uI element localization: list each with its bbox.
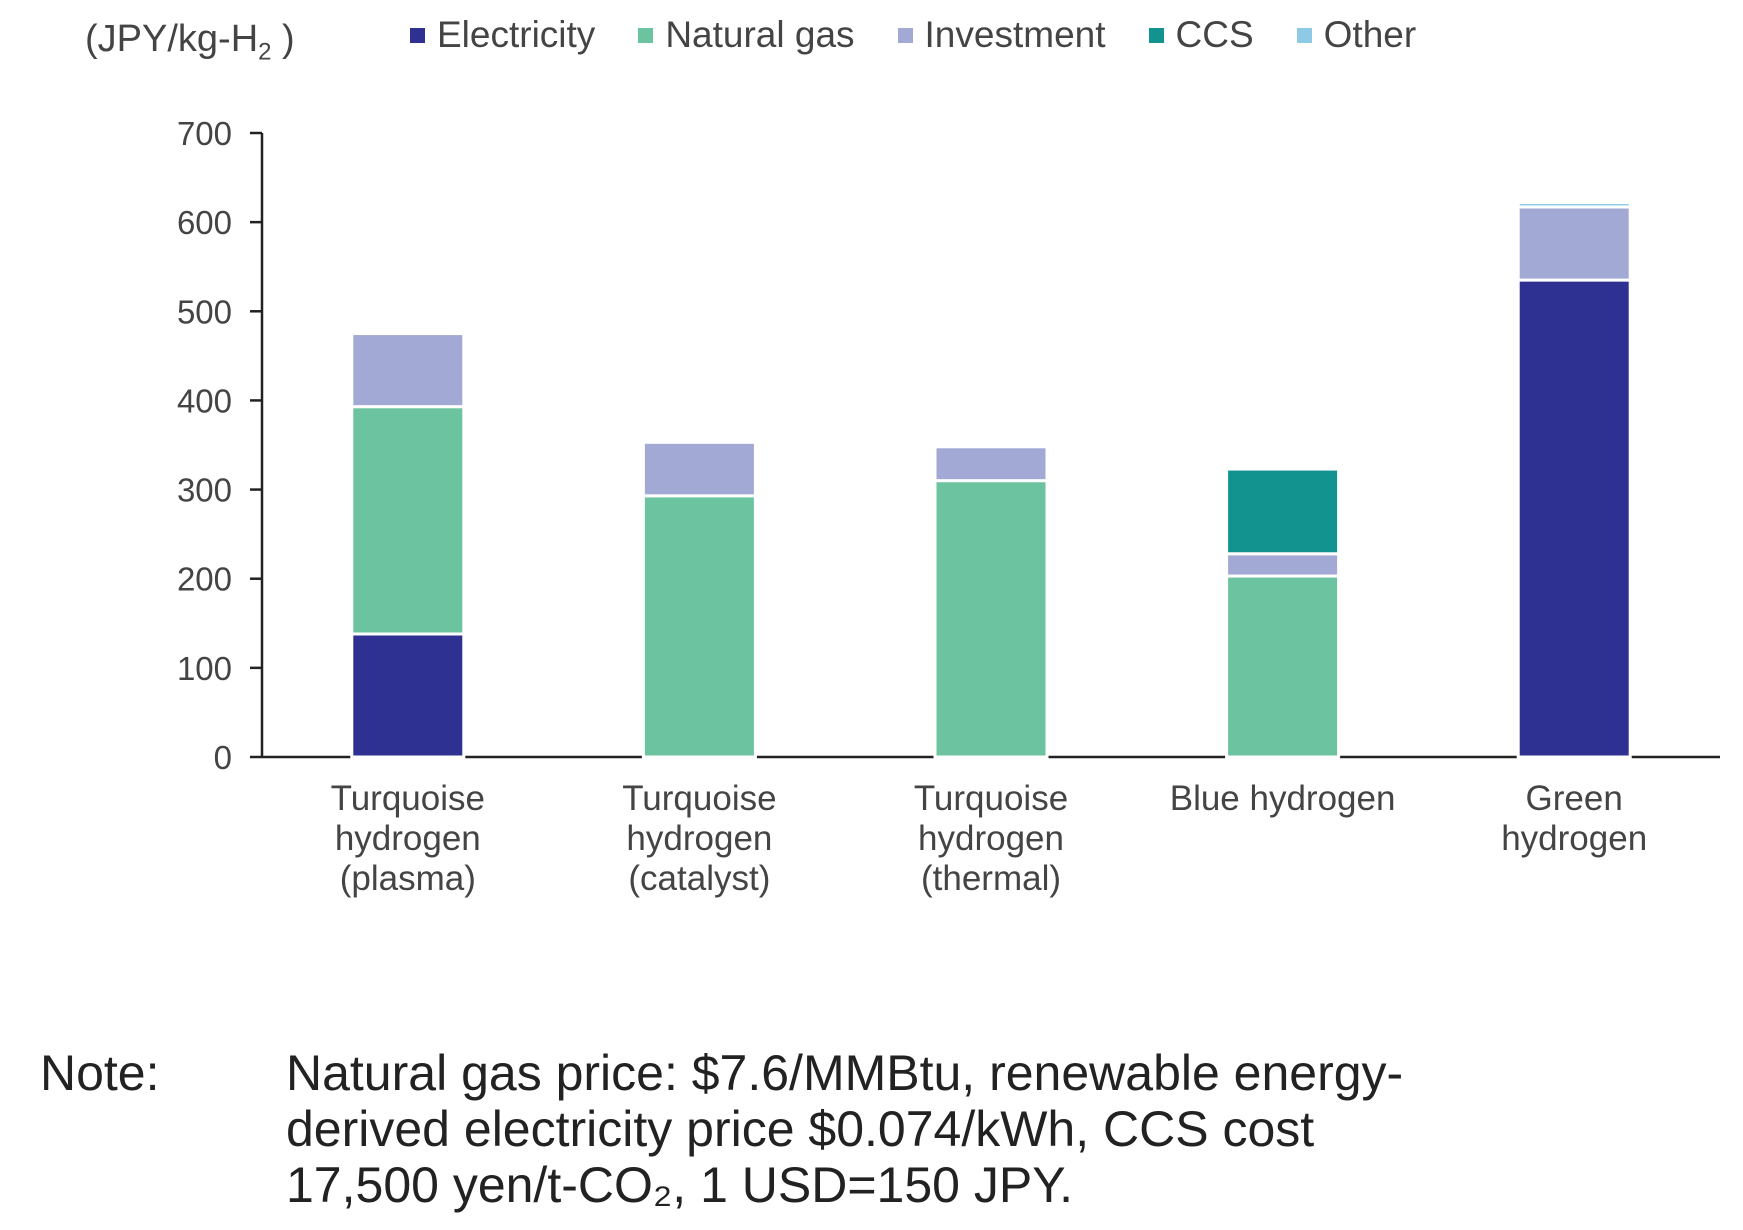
legend-label: Other (1323, 14, 1417, 55)
y-tick-label: 400 (177, 382, 232, 419)
y-tick-label: 700 (177, 115, 232, 152)
stacked-bar-chart: 0100200300400500600700Turquoisehydrogen(… (177, 115, 1720, 898)
x-category-label: (plasma) (340, 859, 476, 898)
note-line: Natural gas price: $7.6/MMBtu, renewable… (286, 1045, 1404, 1101)
bar-segment (350, 405, 466, 636)
legend-label: Investment (924, 14, 1106, 55)
bar-segment (350, 632, 466, 759)
legend-item: CCS (1148, 14, 1254, 56)
x-category-label: Turquoise (914, 779, 1068, 818)
y-tick-label: 0 (214, 739, 232, 776)
legend-swatch (1148, 27, 1164, 43)
bar-segment (1516, 278, 1632, 759)
x-category-label: (catalyst) (628, 859, 770, 898)
x-category-label: Turquoise (331, 779, 485, 818)
legend-swatch (897, 27, 913, 43)
y-axis-unit-label: (JPY/kg-H2 ) (85, 18, 295, 66)
note-text: Natural gas price: $7.6/MMBtu, renewable… (286, 1045, 1726, 1213)
x-category-label: hydrogen (626, 819, 772, 858)
x-category-label: (thermal) (921, 859, 1061, 898)
x-category-label: Turquoise (622, 779, 776, 818)
bar-segment (350, 332, 466, 409)
y-tick-label: 600 (177, 204, 232, 241)
legend-item: Other (1296, 14, 1417, 56)
legend-label: Electricity (437, 14, 596, 55)
x-category-label: hydrogen (1501, 819, 1647, 858)
note-line: 17,500 yen/t-CO₂, 1 USD=150 JPY. (286, 1157, 1073, 1213)
bar-segment (933, 445, 1049, 483)
legend-swatch (410, 27, 425, 43)
chart-legend: Electricity Natural gas Investment CCS Other (410, 14, 1459, 56)
y-tick-label: 200 (177, 561, 232, 598)
bar-segment (1516, 201, 1632, 209)
bar-segment (641, 440, 757, 498)
legend-item: Investment (897, 14, 1106, 56)
y-tick-label: 100 (177, 650, 232, 687)
legend-swatch (1296, 27, 1312, 43)
x-category-label: Green (1526, 779, 1623, 818)
legend-label: Natural gas (665, 14, 855, 55)
note-label: Note: (40, 1045, 160, 1101)
legend-swatch (638, 27, 654, 43)
x-category-label: hydrogen (918, 819, 1064, 858)
y-tick-label: 300 (177, 472, 232, 509)
x-category-label: hydrogen (335, 819, 481, 858)
bar-segment (933, 479, 1049, 759)
bar-segment (641, 494, 757, 759)
note-line: derived electricity price $0.074/kWh, CC… (286, 1101, 1315, 1157)
bar-segment (1225, 467, 1341, 556)
bar-segment (1516, 205, 1632, 282)
legend-item: Electricity (410, 14, 595, 56)
y-tick-label: 500 (177, 293, 232, 330)
legend-label: CCS (1175, 14, 1254, 55)
bar-segment (1225, 574, 1341, 759)
bar-segment (1225, 552, 1341, 578)
x-category-label: Blue hydrogen (1170, 779, 1396, 818)
legend-item: Natural gas (638, 14, 855, 56)
